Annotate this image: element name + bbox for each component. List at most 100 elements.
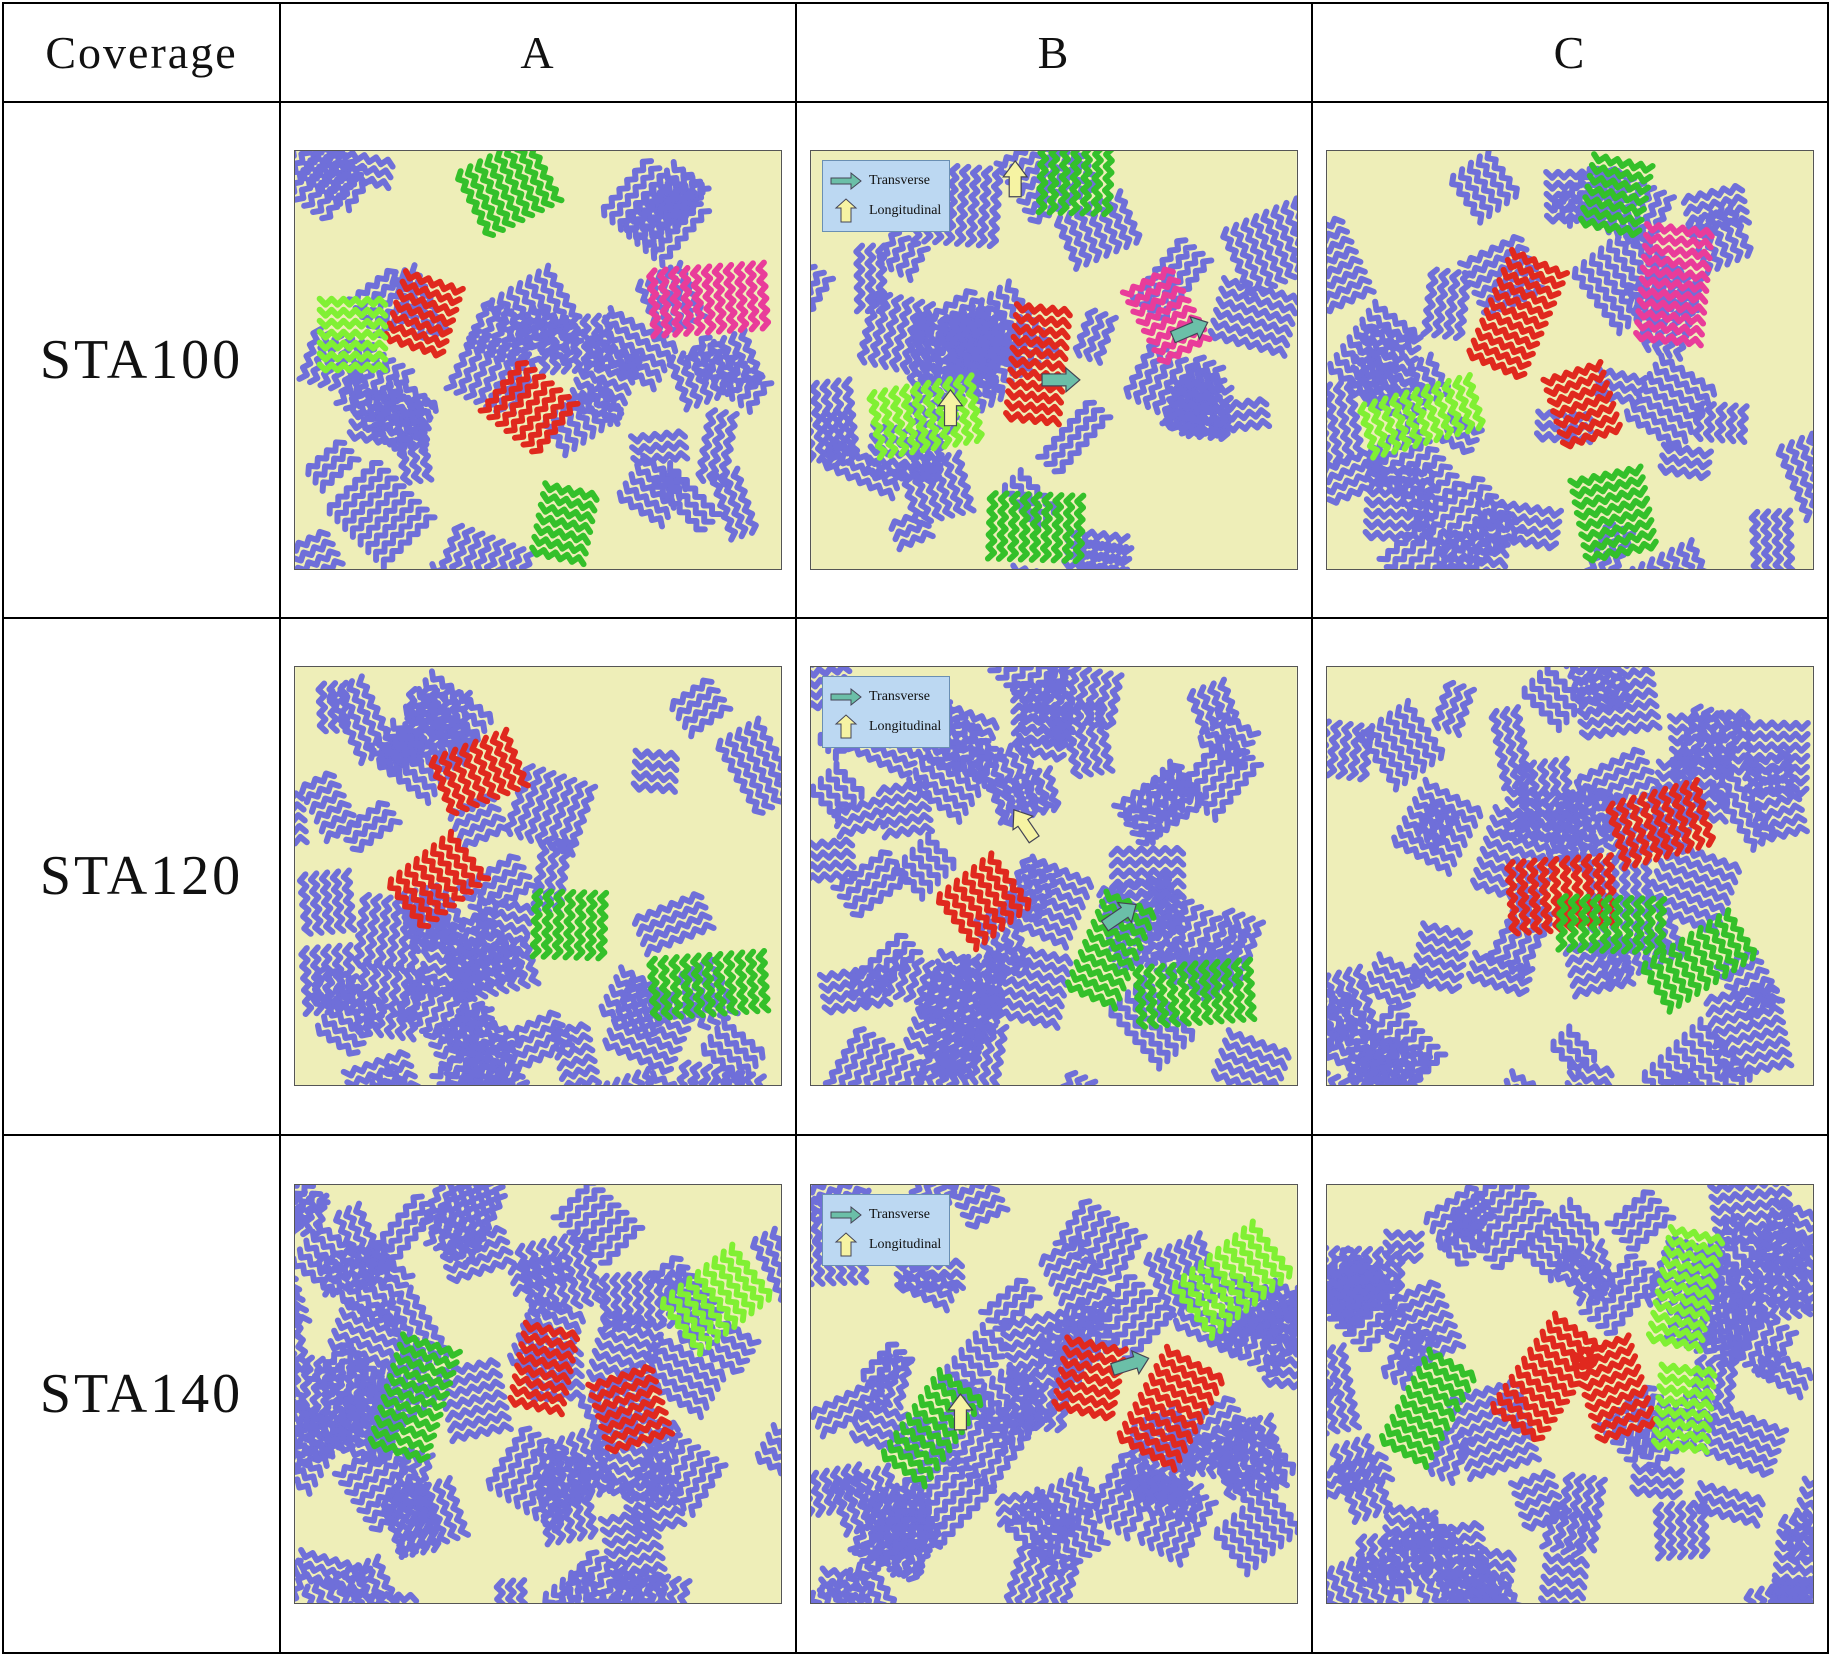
molecule-chain xyxy=(1646,889,1724,927)
molecule-chain xyxy=(1437,1563,1491,1582)
molecule-chain xyxy=(1712,1304,1762,1361)
molecule-chain xyxy=(486,366,538,421)
molecule-chain xyxy=(1685,1285,1735,1342)
molecule-chain xyxy=(316,350,389,363)
molecule-chain xyxy=(1462,372,1486,432)
legend-longitudinal-label: Longitudinal xyxy=(869,719,942,735)
molecule-chain xyxy=(989,1024,1010,1086)
molecule-chain xyxy=(1382,1239,1425,1253)
molecule-chain xyxy=(1367,723,1410,787)
molecule-chain xyxy=(1406,806,1468,849)
molecule-chain xyxy=(811,1184,853,1206)
molecule-chain xyxy=(1005,743,1045,814)
transverse-arrow-icon xyxy=(1169,316,1209,344)
molecule-chain xyxy=(1117,772,1191,820)
molecule-chain xyxy=(1335,1560,1360,1603)
molecule-chain xyxy=(1735,403,1750,446)
molecule-chain xyxy=(383,1383,447,1411)
molecule-chain xyxy=(1634,319,1705,338)
molecule-chain xyxy=(982,322,1005,400)
simulation-snapshot-image xyxy=(294,666,782,1087)
molecule-chain xyxy=(1650,1437,1710,1455)
molecule-chain xyxy=(372,1553,400,1603)
molecule-chain xyxy=(657,266,673,339)
molecule-chain xyxy=(1383,532,1434,570)
molecule-chain xyxy=(1144,898,1195,969)
molecule-chain xyxy=(446,1256,517,1284)
molecule-chain xyxy=(1374,1041,1403,1086)
molecule-chain xyxy=(1566,1023,1598,1064)
molecule-chain xyxy=(721,1017,766,1062)
molecule-chain xyxy=(811,1469,826,1518)
molecule-layer xyxy=(295,1184,781,1603)
molecule-chain xyxy=(1165,962,1181,1028)
molecule-chain xyxy=(438,751,470,813)
molecule-chain xyxy=(1010,333,1070,352)
molecule-chain xyxy=(1028,871,1063,924)
molecule-chain xyxy=(1677,937,1712,992)
molecule-chain xyxy=(833,760,865,801)
molecule-chain xyxy=(591,1384,663,1413)
molecule-chain xyxy=(442,1474,472,1538)
molecule-chain xyxy=(297,1426,336,1460)
molecule-chain xyxy=(695,407,719,485)
molecule-chain xyxy=(550,1583,572,1603)
molecule-chain xyxy=(1143,1251,1177,1321)
molecule-chain xyxy=(668,1289,713,1351)
molecule-chain xyxy=(459,743,491,805)
molecule-chain xyxy=(1669,752,1754,769)
molecule-chain xyxy=(663,1272,698,1302)
molecule-chain xyxy=(966,337,1006,403)
molecule-chain xyxy=(301,1583,316,1603)
molecule-chain xyxy=(1714,913,1748,968)
molecule-chain xyxy=(1028,491,1043,563)
molecule-chain xyxy=(1588,252,1641,323)
molecule-chain xyxy=(1744,741,1811,755)
molecule-chain xyxy=(905,245,931,284)
molecule-chain xyxy=(1090,151,1104,218)
molecule-chain xyxy=(1636,297,1708,316)
molecule-chain xyxy=(1426,1577,1446,1603)
molecule-chain xyxy=(1153,904,1205,975)
molecule-chain xyxy=(960,738,992,770)
molecule-chain xyxy=(1363,507,1435,522)
molecule-chain xyxy=(1411,796,1473,839)
molecule-chain xyxy=(839,1475,864,1535)
molecule-chain xyxy=(625,1505,686,1526)
molecule-chain xyxy=(477,944,499,998)
molecule-chain xyxy=(1383,1228,1425,1242)
molecule-chain xyxy=(1127,1410,1188,1454)
molecule-chain xyxy=(1586,1476,1608,1554)
molecule-chain xyxy=(1752,803,1805,825)
molecule-chain xyxy=(1544,1220,1577,1260)
molecule-chain xyxy=(882,1355,904,1408)
molecule-chain xyxy=(1582,194,1647,217)
molecule-chain xyxy=(295,1451,324,1479)
molecule-chain xyxy=(1588,162,1654,185)
molecule-chain xyxy=(1658,352,1718,398)
molecule-chain xyxy=(953,163,972,247)
molecule-chain xyxy=(613,974,673,1010)
molecule-chain xyxy=(1461,1431,1536,1461)
molecule-chain xyxy=(1355,1533,1368,1587)
molecule-chain xyxy=(1270,204,1297,273)
molecule-chain xyxy=(1208,715,1256,749)
molecule-chain xyxy=(627,1516,688,1537)
molecule-chain xyxy=(449,1421,514,1444)
molecule-chain xyxy=(644,922,717,958)
molecule-chain xyxy=(1015,732,1069,753)
molecule-chain xyxy=(1653,868,1731,907)
molecule-chain xyxy=(677,1577,693,1603)
molecule-chain xyxy=(494,542,517,570)
molecule-chain xyxy=(1466,347,1528,381)
molecule-chain xyxy=(577,366,632,397)
molecule-chain xyxy=(1230,221,1269,294)
molecule-chain xyxy=(540,888,555,961)
molecule-chain xyxy=(886,235,912,273)
molecule-chain xyxy=(485,1425,533,1492)
molecule-chain xyxy=(816,1586,871,1603)
molecule-chain xyxy=(1579,684,1630,711)
longitudinal-arrow-icon xyxy=(937,389,964,427)
molecule-chain xyxy=(528,151,565,204)
molecule-chain xyxy=(888,296,915,373)
